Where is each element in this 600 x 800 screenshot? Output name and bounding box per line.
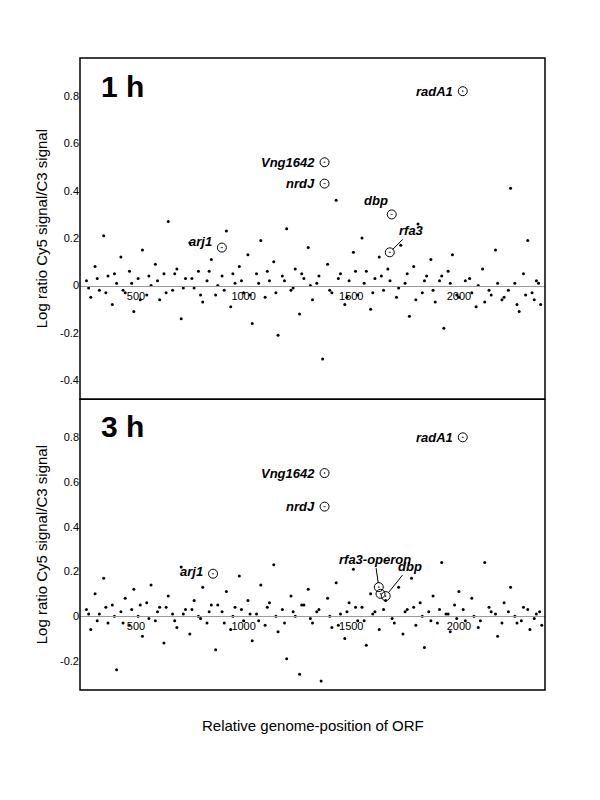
svg-text:radA1: radA1 (416, 430, 453, 445)
svg-text:2000: 2000 (447, 620, 471, 632)
svg-text:Vng1642: Vng1642 (261, 155, 315, 170)
svg-text:nrdJ: nrdJ (286, 176, 315, 191)
svg-text:500: 500 (127, 290, 145, 302)
svg-text:2000: 2000 (447, 290, 471, 302)
svg-text:0.2: 0.2 (64, 232, 79, 244)
svg-text:0.8: 0.8 (64, 90, 79, 102)
svg-text:rfa3-operon: rfa3-operon (339, 552, 411, 567)
svg-text:0.4: 0.4 (64, 185, 79, 197)
svg-text:1000: 1000 (231, 290, 255, 302)
svg-text:1500: 1500 (339, 620, 363, 632)
svg-text:rfa3: rfa3 (399, 223, 424, 238)
svg-text:dbp: dbp (398, 559, 422, 574)
svg-text:1 h: 1 h (101, 70, 144, 103)
svg-text:Log ratio Cy5 signal/C3 signal: Log ratio Cy5 signal/C3 signal (33, 445, 50, 644)
svg-text:Log ratio Cy5 signal/C3 signal: Log ratio Cy5 signal/C3 signal (33, 129, 50, 328)
svg-text:1000: 1000 (231, 620, 255, 632)
svg-text:Vng1642: Vng1642 (261, 466, 315, 481)
svg-text:-0.4: -0.4 (60, 374, 79, 386)
svg-text:Relative genome-position of OR: Relative genome-position of ORF (202, 717, 424, 734)
svg-text:0.4: 0.4 (64, 521, 79, 533)
svg-text:0.2: 0.2 (64, 565, 79, 577)
svg-text:0: 0 (73, 610, 79, 622)
svg-text:dbp: dbp (364, 193, 388, 208)
svg-text:0.6: 0.6 (64, 137, 79, 149)
svg-text:0.6: 0.6 (64, 476, 79, 488)
svg-text:-0.2: -0.2 (60, 655, 79, 667)
svg-text:arj1: arj1 (189, 234, 212, 249)
svg-text:0: 0 (73, 279, 79, 291)
svg-text:arj1: arj1 (180, 564, 203, 579)
svg-text:-0.2: -0.2 (60, 327, 79, 339)
svg-text:radA1: radA1 (416, 84, 453, 99)
svg-text:1500: 1500 (339, 290, 363, 302)
svg-text:3 h: 3 h (101, 410, 144, 443)
svg-text:0.8: 0.8 (64, 431, 79, 443)
svg-text:nrdJ: nrdJ (286, 499, 315, 514)
svg-text:500: 500 (127, 620, 145, 632)
